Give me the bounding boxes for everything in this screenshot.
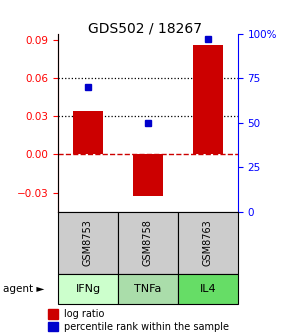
Text: percentile rank within the sample: percentile rank within the sample xyxy=(64,322,229,332)
Bar xyxy=(118,212,178,274)
Text: agent ►: agent ► xyxy=(3,284,44,294)
Bar xyxy=(178,212,238,274)
Text: IFNg: IFNg xyxy=(75,284,101,294)
Bar xyxy=(48,309,58,319)
Bar xyxy=(193,45,223,155)
Bar xyxy=(133,155,163,197)
Bar xyxy=(118,274,178,304)
Bar xyxy=(58,212,118,274)
Text: GSM8753: GSM8753 xyxy=(83,219,93,266)
Bar xyxy=(58,274,118,304)
Text: GSM8763: GSM8763 xyxy=(203,219,213,266)
Text: IL4: IL4 xyxy=(200,284,216,294)
Text: log ratio: log ratio xyxy=(64,309,105,319)
Bar xyxy=(48,322,58,331)
Bar xyxy=(73,111,103,155)
Bar xyxy=(178,274,238,304)
Text: TNFa: TNFa xyxy=(134,284,162,294)
Text: GSM8758: GSM8758 xyxy=(143,219,153,266)
Text: GDS502 / 18267: GDS502 / 18267 xyxy=(88,22,202,36)
